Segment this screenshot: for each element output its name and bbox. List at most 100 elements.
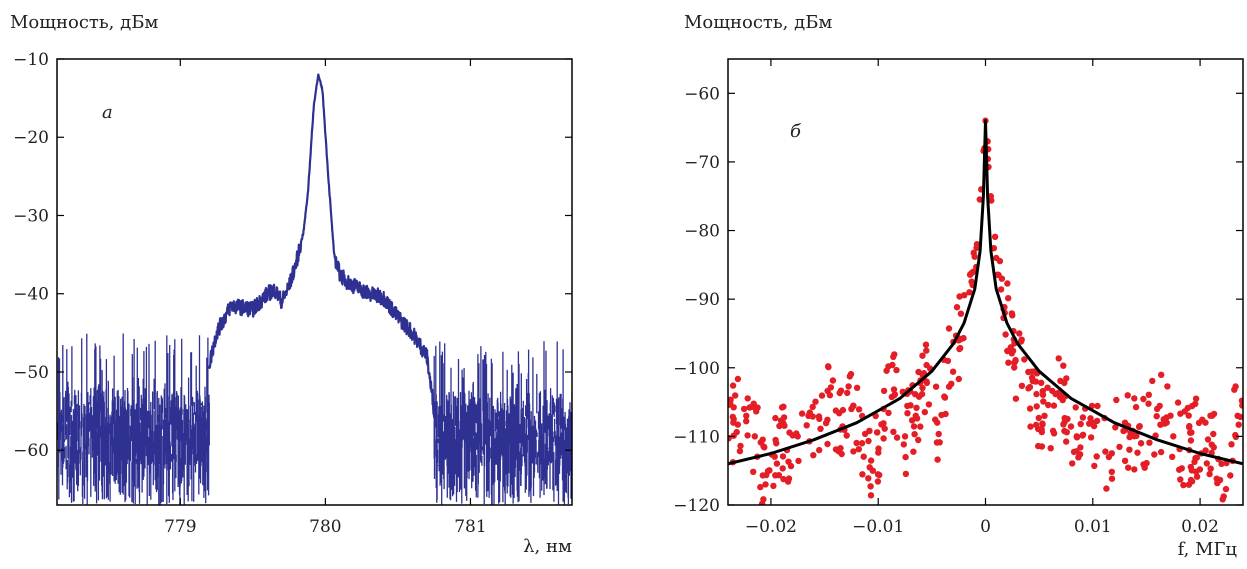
y-tick-label: −60	[13, 441, 49, 461]
data-point	[1149, 377, 1156, 385]
data-point	[1237, 413, 1243, 421]
data-point	[880, 387, 888, 395]
data-point	[730, 416, 737, 423]
data-point	[1151, 451, 1158, 458]
data-point	[763, 509, 769, 515]
data-point	[1045, 401, 1052, 409]
data-point	[941, 393, 948, 400]
data-point	[729, 382, 737, 389]
data-point	[1073, 434, 1081, 441]
spectrum-line	[208, 73, 436, 418]
data-point	[945, 383, 953, 390]
data-point	[812, 398, 819, 405]
data-point	[957, 310, 965, 317]
data-point	[1206, 470, 1213, 478]
data-point	[1009, 347, 1017, 355]
data-point	[881, 425, 888, 432]
data-point	[777, 417, 785, 424]
data-point	[1041, 412, 1048, 419]
data-point	[1016, 330, 1023, 337]
data-point	[845, 383, 852, 390]
data-point	[750, 468, 757, 475]
data-point	[1026, 405, 1034, 412]
data-point	[1094, 402, 1101, 410]
y-tick-label: −20	[13, 128, 49, 148]
data-point	[1108, 475, 1116, 482]
y-tick-label: −90	[684, 290, 720, 310]
data-point	[970, 268, 977, 275]
data-point	[1091, 462, 1098, 470]
data-point	[815, 446, 823, 454]
data-point	[1093, 417, 1101, 425]
data-point	[1124, 392, 1131, 399]
data-point	[1163, 414, 1170, 421]
data-point	[1121, 457, 1129, 464]
data-point	[1017, 338, 1025, 345]
data-point	[1209, 412, 1216, 419]
data-point	[1103, 485, 1110, 492]
data-point	[935, 430, 942, 438]
data-point	[744, 395, 751, 402]
data-point	[1140, 395, 1147, 403]
data-point	[1134, 449, 1141, 456]
data-point	[1238, 397, 1243, 404]
data-point	[1192, 395, 1200, 402]
data-point	[880, 420, 887, 427]
data-point	[748, 403, 756, 411]
data-point	[875, 449, 882, 456]
data-point	[832, 407, 840, 414]
data-point	[902, 453, 909, 461]
data-point	[1133, 432, 1140, 440]
data-point	[1061, 379, 1068, 387]
x-tick-label: 780	[309, 517, 341, 537]
data-point	[874, 471, 882, 478]
data-point	[988, 197, 995, 204]
y-tick-label: −70	[684, 153, 720, 173]
data-point	[901, 433, 909, 440]
data-point	[1012, 356, 1019, 364]
data-point	[913, 415, 921, 422]
data-point	[1213, 475, 1220, 482]
data-point	[1131, 395, 1138, 402]
data-point	[1157, 448, 1165, 456]
data-point	[966, 289, 973, 296]
data-point	[743, 412, 750, 419]
data-point	[1108, 468, 1116, 475]
data-point	[867, 457, 875, 464]
data-point	[1177, 476, 1184, 483]
data-point	[837, 387, 845, 394]
data-point	[1181, 408, 1188, 415]
data-point	[772, 414, 779, 422]
data-point	[1145, 400, 1152, 407]
data-point	[1156, 402, 1163, 410]
data-point	[911, 431, 918, 438]
data-point	[1076, 451, 1084, 458]
data-point	[1126, 446, 1133, 453]
data-point	[1174, 399, 1182, 406]
data-point	[806, 409, 813, 416]
data-point	[1227, 472, 1234, 479]
data-point	[861, 430, 869, 438]
data-point	[785, 458, 792, 465]
data-point	[758, 500, 766, 505]
axis-ticks-a: 779 780 781 −10 −20 −30 −40 −50 −60	[13, 50, 572, 537]
data-point	[973, 244, 980, 251]
data-point	[998, 275, 1006, 282]
data-point	[762, 481, 769, 488]
data-point	[1077, 444, 1084, 451]
data-point	[893, 434, 901, 441]
data-point	[997, 286, 1005, 293]
y-tick-label: −40	[13, 285, 49, 305]
data-point	[853, 439, 860, 447]
data-point	[917, 423, 924, 430]
data-point	[865, 437, 872, 445]
data-point	[971, 253, 978, 260]
data-point	[780, 403, 787, 410]
data-point	[904, 410, 911, 417]
data-point	[827, 384, 835, 391]
data-point	[1026, 383, 1034, 391]
data-point	[1047, 445, 1054, 452]
data-point	[900, 441, 907, 448]
data-point	[855, 446, 862, 453]
plot-frame-b	[727, 58, 1244, 506]
